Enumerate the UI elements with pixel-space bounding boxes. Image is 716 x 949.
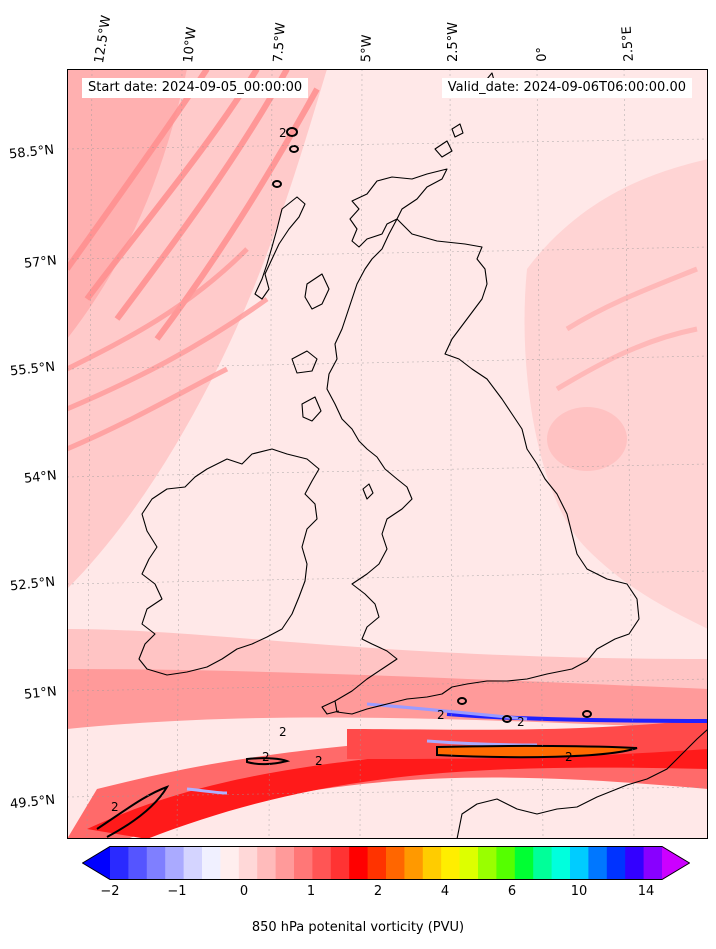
colorbar-segment bbox=[441, 846, 461, 880]
pv-streaks-northsea bbox=[555, 266, 698, 392]
colorbar-tick: 2 bbox=[373, 884, 383, 899]
colorbar-segment bbox=[459, 846, 479, 880]
lon-label-10w: 10°W bbox=[181, 26, 200, 64]
colorbar-tick: −2 bbox=[100, 884, 120, 899]
lon-label-5w: 5°W bbox=[359, 34, 375, 63]
colorbar-segment bbox=[551, 846, 571, 880]
lat-label-49-5n: 49.5°N bbox=[9, 792, 56, 813]
pv-contour-labels: 2 2 2 2 2 2 2 2 bbox=[111, 126, 573, 814]
colorbar-outline bbox=[82, 846, 690, 880]
lat-label-58-5n: 58.5°N bbox=[8, 142, 55, 163]
pv-zone-northeast bbox=[524, 159, 708, 629]
colorbar-tick: 0 bbox=[239, 884, 249, 899]
colorbar-tick: −1 bbox=[167, 884, 187, 899]
great-britain-coast bbox=[326, 168, 640, 715]
contour-label: 2 bbox=[262, 750, 270, 764]
lon-label-2-5e: 2.5°E bbox=[619, 25, 637, 62]
contour-label: 2 bbox=[517, 715, 525, 729]
valid-date-label: Valid_date: 2024-09-06T06:00:00.00 bbox=[441, 78, 692, 98]
lat-label-52-5n: 52.5°N bbox=[9, 574, 56, 595]
lat-label-54n: 54°N bbox=[23, 468, 58, 487]
colorbar-segment bbox=[165, 846, 185, 880]
colorbar-segment bbox=[606, 846, 626, 880]
lat-label-57n: 57°N bbox=[23, 253, 58, 272]
colorbar-segment bbox=[275, 846, 295, 880]
lat-label-51n: 51°N bbox=[23, 684, 58, 703]
contour-label: 2 bbox=[279, 725, 287, 739]
colorbar-segment bbox=[257, 846, 277, 880]
colorbar-segment bbox=[625, 846, 645, 880]
ireland-coast bbox=[138, 448, 320, 676]
colorbar-segment bbox=[128, 846, 148, 880]
map-panel[interactable]: 2 2 2 2 2 2 2 2 bbox=[67, 69, 708, 839]
pv-zone-west-inner bbox=[67, 69, 187, 339]
contour-label: 2 bbox=[315, 754, 323, 768]
pv-negative-streak-1 bbox=[446, 712, 708, 723]
lon-label-2-5w: 2.5°W bbox=[446, 21, 461, 62]
france-coast bbox=[456, 728, 708, 839]
orkney-coast bbox=[434, 123, 464, 158]
colorbar-tick: 14 bbox=[637, 884, 655, 899]
colorbar-segment bbox=[478, 846, 497, 880]
pv-contour-2pvu bbox=[96, 127, 638, 838]
colorbar-tick: 10 bbox=[570, 884, 588, 899]
colorbar-segment bbox=[183, 846, 203, 880]
contour-label: 2 bbox=[279, 126, 287, 140]
contour-label: 2 bbox=[565, 750, 573, 764]
pv-negative-streak-4 bbox=[186, 787, 228, 795]
colorbar-tick: 1 bbox=[306, 884, 316, 899]
isle-of-man-coast bbox=[362, 483, 374, 500]
colorbar-tick: 6 bbox=[507, 884, 517, 899]
lon-label-7-5w: 7.5°W bbox=[271, 22, 289, 64]
colorbar-segment bbox=[202, 846, 221, 880]
map-frame bbox=[67, 69, 708, 839]
colorbar-segment bbox=[110, 846, 129, 880]
pv-band-south-2 bbox=[67, 669, 708, 729]
colorbar-segment bbox=[146, 846, 166, 880]
colorbar-segment bbox=[330, 846, 350, 880]
lat-label-55-5n: 55.5°N bbox=[9, 359, 56, 380]
colorbar-segment bbox=[238, 846, 258, 880]
islay-coast bbox=[301, 396, 322, 422]
contour-label: 2 bbox=[111, 800, 119, 814]
coastlines bbox=[138, 72, 708, 839]
colorbar-tick: 4 bbox=[440, 884, 450, 899]
colorbar-title: 850 hPa potenital vorticity (PVU) bbox=[251, 920, 465, 935]
colorbar-segment bbox=[570, 846, 589, 880]
colorbar-segment bbox=[643, 846, 663, 880]
colorbar-segment bbox=[496, 846, 516, 880]
lon-label-0: 0° bbox=[534, 46, 550, 62]
graticule bbox=[67, 69, 708, 839]
colorbar-segment bbox=[220, 846, 240, 880]
colorbar-segment bbox=[514, 846, 534, 880]
colorbar-segment bbox=[294, 846, 313, 880]
colorbar-extend-low bbox=[82, 846, 110, 880]
colorbar-segment bbox=[588, 846, 608, 880]
colorbar-segment bbox=[349, 846, 369, 880]
colorbar-segment bbox=[404, 846, 424, 880]
outer-hebrides-coast bbox=[254, 196, 306, 300]
colorbar-segment bbox=[386, 846, 405, 880]
contour-label: 2 bbox=[437, 708, 445, 722]
colorbar-extend-high bbox=[662, 846, 690, 880]
colorbar-segment bbox=[367, 846, 387, 880]
start-date-label: Start date: 2024-09-05_00:00:00 bbox=[82, 78, 309, 98]
lon-label-12-5w: 12.5°W bbox=[92, 14, 115, 65]
pv-blob-northsea bbox=[547, 407, 627, 471]
mull-coast bbox=[291, 350, 318, 374]
pv-map: 2 2 2 2 2 2 2 2 bbox=[67, 69, 708, 839]
skye-coast bbox=[304, 273, 330, 310]
colorbar-segment bbox=[312, 846, 332, 880]
pv-streaks-west bbox=[67, 247, 269, 452]
pv-band-south-core bbox=[87, 739, 708, 839]
cornwall-detail bbox=[321, 700, 340, 715]
colorbar-segment bbox=[422, 846, 442, 880]
colorbar-segment bbox=[533, 846, 553, 880]
colorbar bbox=[82, 846, 690, 880]
